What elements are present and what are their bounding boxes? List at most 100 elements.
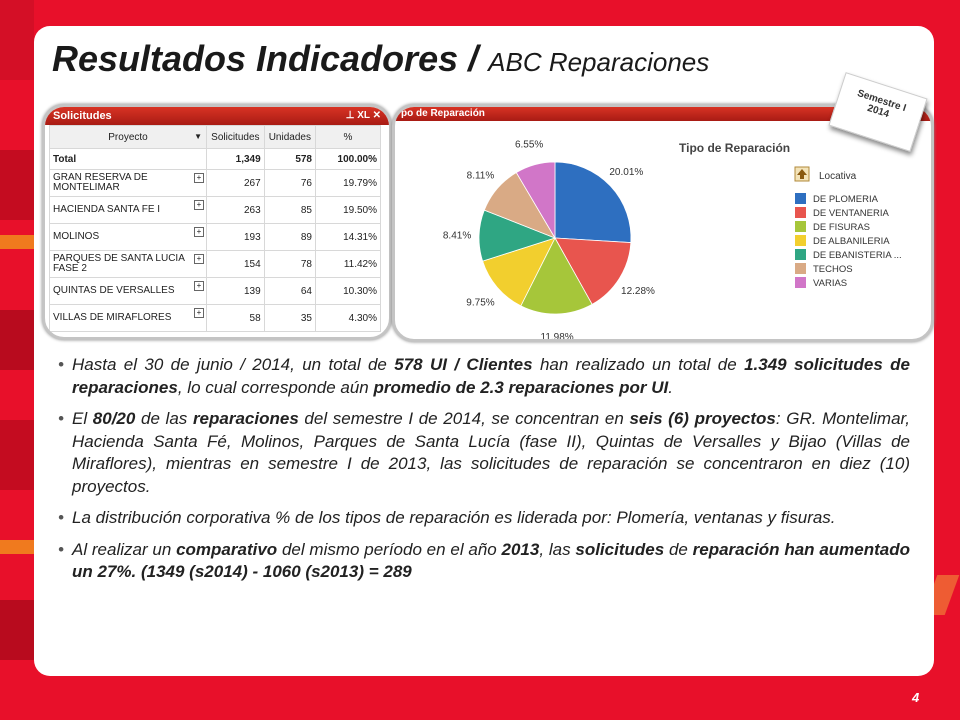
bullet-text: 1.349 solicitudes de reparaciones [72,355,910,397]
legend-swatch [795,207,806,218]
legend-label[interactable]: TECHOS [813,264,853,275]
expand-icon[interactable]: + [194,308,204,318]
bullet-text: comparativo [176,539,278,559]
bullet-text: han realizado un total de [532,355,745,374]
bullet-text: , las [539,539,576,559]
table-header-row: Proyecto ▼ Solicitudes Unidades % [49,125,381,149]
cell-pct: 100.00% [315,148,381,170]
cell-pct: 19.79% [315,169,381,197]
legend-swatch [795,277,806,288]
bullet-text: seis (6) proyectos [629,409,776,428]
cell-pct: 10.30% [315,277,381,305]
legend-label[interactable]: DE FISURAS [813,222,870,233]
bullet-text: del mismo período en el año [277,539,502,559]
legend-swatch [795,263,806,274]
cell-unidades: 578 [263,148,317,170]
tipo-reparacion-panel-header: po de Reparación [395,107,931,121]
cell-solicitudes: 58 [206,304,265,332]
cell-solicitudes: 263 [206,196,265,224]
table-row[interactable]: PARQUES DE SANTA LUCIA FASE 2 +154 78 11.42… [49,250,381,278]
expand-icon[interactable]: + [194,227,204,237]
legend-up-icon[interactable] [794,166,810,182]
cell-unidades: 89 [263,223,317,251]
bullet-item: • Hasta el 30 de junio / 2014, un total d… [58,354,910,399]
background-stripe [0,150,34,220]
legend-header: Locativa [819,171,857,182]
bullet-text: , lo cual corresponde aún [177,377,374,397]
expand-icon[interactable]: + [194,281,204,291]
pie-chart: Tipo de Reparación 20.01% 12.28% 11.98% 9.7… [443,139,902,339]
pie-slice[interactable] [520,237,593,315]
table-row[interactable]: HACIENDA SANTA FE I +263 85 19.50% [49,196,381,224]
column-header-unidades[interactable]: Unidades [263,125,317,149]
background-stripe [0,600,34,660]
column-header-pct[interactable]: % [315,125,381,149]
bullet-text: promedio de 2.3 reparaciones por UI [373,377,669,397]
cell-unidades: 35 [263,304,317,332]
legend-label[interactable]: DE VENTANERIA [813,208,890,219]
cell-proyecto: PARQUES DE SANTA LUCIA FASE 2 + [49,250,207,278]
bullet-text: de los tipos de reparación es liderada p… [290,508,836,527]
column-header-proyecto[interactable]: Proyecto ▼ [49,125,207,149]
column-header-solicitudes[interactable]: Solicitudes [206,125,265,149]
title-main: Resultados Indicadores / [52,38,479,79]
solicitudes-panel-title: Solicitudes [53,110,112,122]
cell-solicitudes: 139 [206,277,265,305]
legend-label[interactable]: DE EBANISTERIA ... [813,250,902,261]
pie-slice[interactable] [554,161,632,243]
cell-pct: 4.30% [315,304,381,332]
legend-swatch [795,235,806,246]
cell-unidades: 76 [263,169,317,197]
pie-data-label: 9.75% [466,298,494,309]
cell-proyecto: MOLINOS + [49,223,207,251]
pie-slice[interactable] [515,161,556,240]
expand-icon[interactable]: + [194,254,204,264]
pie-data-label: 12.28% [621,286,655,297]
pie-slice[interactable] [554,237,632,305]
table-row[interactable]: GRAN RESERVA DE MONTELIMAR +267 76 19.79% [49,169,381,197]
legend-swatch [795,249,806,260]
bullet-item: • Al realizar un comparativo del mismo pe… [58,539,910,584]
bullet-text: de [664,539,693,559]
bullet-item: • La distribución corporativa % de los ti… [58,507,910,530]
bullet-text: La distribución corporativa [72,508,276,527]
tipo-reparacion-panel: po de Reparación Tipo de Reparación 20.0… [392,104,934,342]
table-total-row[interactable]: Total 1,349 578 100.00% [49,148,381,170]
bullet-text: : GR. Montelimar, Hacienda Santa Fé, Mol… [72,409,910,496]
legend-swatch [795,221,806,232]
pie-data-label: 8.41% [443,231,471,242]
legend-swatch [795,193,806,204]
legend-label[interactable]: DE PLOMERIA [813,194,879,205]
bullet-text: 578 UI / Clientes [394,355,533,374]
pie-data-label: 11.98% [541,332,574,339]
legend-label[interactable]: DE ALBANILERIA [813,236,890,247]
bullet-text: El [72,409,93,428]
pie-slice[interactable] [482,237,556,307]
expand-icon[interactable]: + [194,173,204,183]
background-stripe [0,235,34,249]
solicitudes-panel-header: Solicitudes ⊥ XL ✕ [45,107,389,125]
bullet-list: • Hasta el 30 de junio / 2014, un total d… [58,354,910,593]
background-stripe [0,0,34,80]
cell-pct: 19.50% [315,196,381,224]
pie-data-label: 6.55% [515,139,543,150]
chart-title: Tipo de Reparación [679,141,790,155]
bullet-text: Hasta el 30 de junio / 2014, un total de [72,355,395,374]
bullet-text: solicitudes [575,539,665,559]
table-row[interactable]: QUINTAS DE VERSALLES +139 64 10.30% [49,277,381,305]
table-row[interactable]: MOLINOS +193 89 14.31% [49,223,381,251]
cell-pct: 11.42% [315,250,381,278]
panel-toolbar-icons[interactable]: ⊥ XL ✕ [345,110,381,121]
bullet-text: % [275,508,291,527]
legend-label[interactable]: VARIAS [813,278,847,289]
bullet-text: 2013 [501,539,540,559]
table-row[interactable]: VILLAS DE MIRAFLORES +58 35 4.30% [49,304,381,332]
cell-unidades: 78 [263,250,317,278]
sort-arrow-icon[interactable]: ▼ [194,131,202,141]
cell-proyecto: HACIENDA SANTA FE I + [49,196,207,224]
cell-solicitudes: 267 [206,169,265,197]
bullet-text: . [668,377,673,397]
background-stripe [0,420,34,490]
expand-icon[interactable]: + [194,200,204,210]
bullet-text: reparaciones [192,409,299,428]
